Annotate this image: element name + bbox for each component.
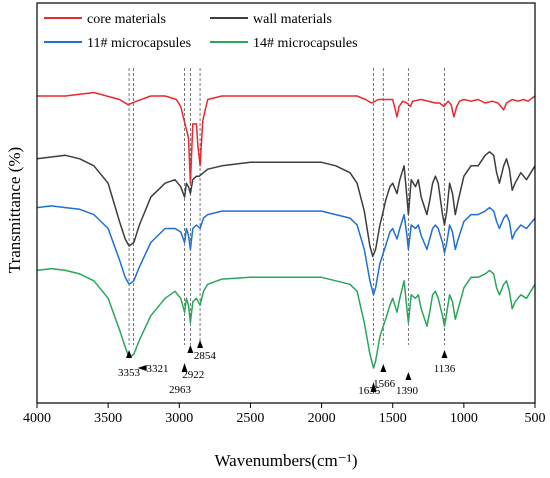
legend-label-2: wall materials [253,12,332,27]
y-axis-label: Transmittance (%) [5,147,24,273]
legend-label-4: 14# microcapsules [253,36,358,51]
legend-label-3: 11# microcapsules [87,36,191,51]
legend-label-1: core materials [87,12,166,27]
peak-label-1136: 1136 [434,363,456,375]
legend: core materials wall materials 11# microcap… [44,12,358,51]
series-line-4 [36,267,536,369]
series-line-2 [36,151,536,258]
x-tick-label: 2500 [236,411,264,426]
x-tick-label: 1500 [379,411,407,426]
peak-arrow-1566 [380,364,387,372]
peak-arrow-3321 [137,365,147,371]
peak-arrow-2922 [187,345,194,353]
x-tick-label: 3500 [94,411,122,426]
reference-lines [128,68,445,345]
x-tick-label: 2000 [308,411,336,426]
series-line-1 [37,91,536,184]
plot-frame [36,2,536,404]
peak-label-3321: 3321 [147,363,169,375]
peak-arrow-3353 [126,350,133,358]
x-tick-label: 1000 [450,411,478,426]
x-tick-label: 3000 [165,411,193,426]
x-axis-label: Wavenumbers(cm⁻¹) [215,451,358,470]
peak-label-2854: 2854 [194,350,217,362]
x-axis: 4000 3500 3000 2500 2000 1500 1000 500 [23,403,546,426]
series-layer [36,91,536,369]
peak-arrow-2963 [181,363,188,372]
peak-arrow-1635 [370,382,377,392]
peak-label-1635: 1635 [358,385,381,397]
peak-label-2922: 2922 [182,369,204,381]
peak-arrow-1136 [441,350,448,358]
peak-label-2963: 2963 [169,384,192,396]
peak-label-1566: 1566 [373,378,396,390]
peak-label-1390: 1390 [396,385,419,397]
peak-arrow-2854 [197,340,204,348]
x-tick-label: 500 [525,411,546,426]
peak-arrow-1390 [405,372,412,380]
x-tick-label: 4000 [23,411,51,426]
peak-label-3353: 3353 [118,367,141,379]
series-line-3 [36,205,536,296]
